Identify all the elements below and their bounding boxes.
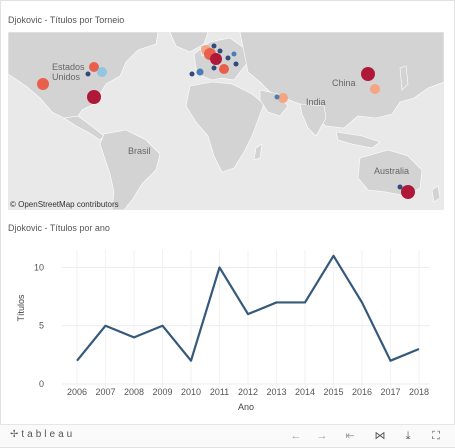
tableau-plus-icon: ✢ xyxy=(10,429,19,440)
marker-brisbane[interactable] xyxy=(397,184,403,190)
marker-toronto[interactable] xyxy=(97,67,107,77)
map-title: Djokovic - Títulos por Torneio xyxy=(8,15,125,25)
marker-european-large[interactable] xyxy=(210,53,222,65)
y-axis-ticks: 0 5 10 xyxy=(34,262,44,389)
x-tick-label: 2016 xyxy=(352,387,372,397)
redo-icon[interactable]: → xyxy=(316,430,328,442)
arabia-landmass xyxy=(259,89,289,117)
marker-europe-small-3[interactable] xyxy=(225,55,231,61)
map-attribution[interactable]: © OpenStreetMap contributors xyxy=(10,200,119,209)
x-tick-label: 2017 xyxy=(380,387,400,397)
x-tick-label: 2014 xyxy=(295,387,315,397)
south-america-landmass xyxy=(99,129,161,210)
x-tick-label: 2009 xyxy=(152,387,172,397)
fullscreen-icon[interactable]: ⛶ xyxy=(432,430,440,442)
download-icon[interactable]: ⤓ xyxy=(405,430,411,442)
map-label-brasil: Brasil xyxy=(128,146,151,156)
y-tick-label: 0 xyxy=(39,379,44,389)
y-axis-label: Títulos xyxy=(16,294,26,322)
y-tick-label: 5 xyxy=(39,321,44,331)
share-icon[interactable]: ⋈ xyxy=(374,430,386,442)
revert-icon[interactable]: ⇤ xyxy=(345,430,355,442)
central-america-landmass xyxy=(63,115,105,141)
new-zealand-landmass xyxy=(431,185,441,203)
map-label-china: China xyxy=(332,78,356,88)
chart-grid xyxy=(62,250,430,388)
x-tick-label: 2018 xyxy=(409,387,429,397)
marker-europe-small-4[interactable] xyxy=(233,61,239,67)
marker-europe-small-1[interactable] xyxy=(211,43,217,49)
x-tick-label: 2008 xyxy=(124,387,144,397)
x-tick-label: 2010 xyxy=(181,387,201,397)
map-canvas: Estados Unidos Brasil India China Austra… xyxy=(8,32,444,210)
x-tick-label: 2012 xyxy=(238,387,258,397)
marker-miami[interactable] xyxy=(87,90,101,104)
x-tick-label: 2006 xyxy=(67,387,87,397)
x-tick-label: 2007 xyxy=(95,387,115,397)
x-axis-ticks: 2006 2007 2008 2009 2010 2011 2012 2013 2014 2015… xyxy=(67,387,429,397)
madagascar-landmass xyxy=(253,143,263,161)
x-tick-label: 2015 xyxy=(323,387,343,397)
marker-melbourne[interactable] xyxy=(401,185,415,199)
map-label-australia: Australia xyxy=(374,166,409,176)
indonesia-landmass xyxy=(335,131,381,149)
world-map[interactable]: Estados Unidos Brasil India China Austra… xyxy=(8,32,444,210)
marker-europe-small-6[interactable] xyxy=(189,71,195,77)
marker-europe-small-2[interactable] xyxy=(217,48,223,54)
undo-icon[interactable]: ← xyxy=(290,430,302,442)
line-chart: 0 5 10 2006 2007 2008 2009 2010 2011 2012 2013 201… xyxy=(0,236,455,421)
series-line-titulos[interactable] xyxy=(76,254,420,362)
marker-europe-small-7[interactable] xyxy=(211,65,217,71)
map-label-india: India xyxy=(306,97,326,107)
tableau-logo[interactable]: ✢ tableau xyxy=(10,429,76,440)
marker-madrid[interactable] xyxy=(196,68,204,76)
x-axis-label: Ano xyxy=(238,402,254,412)
x-tick-label: 2011 xyxy=(210,387,229,397)
map-label-usa-2: Unidos xyxy=(52,72,81,82)
line-chart-title: Djokovic - Títulos por ano xyxy=(8,223,110,233)
tableau-toolbar: ✢ tableau ← → ⇤ ⋈ ⤓ ⛶ xyxy=(0,424,455,447)
y-tick-label: 10 xyxy=(34,262,44,272)
line-chart-canvas: 0 5 10 2006 2007 2008 2009 2010 2011 2012 2013 201… xyxy=(16,250,430,412)
x-tick-label: 2013 xyxy=(266,387,286,397)
marker-rome[interactable] xyxy=(219,64,229,74)
marker-doha[interactable] xyxy=(274,94,280,100)
marker-cincinnati[interactable] xyxy=(89,62,99,72)
marker-europe-small-5[interactable] xyxy=(231,51,237,57)
africa-landmass xyxy=(185,81,265,173)
japan-landmass xyxy=(399,65,409,91)
india-landmass xyxy=(299,103,327,137)
marker-dubai[interactable] xyxy=(278,93,288,103)
asia-landmass xyxy=(239,32,444,129)
greenland-landmass xyxy=(169,32,209,53)
marker-na-small[interactable] xyxy=(85,71,91,77)
map-label-usa: Estados xyxy=(52,62,85,72)
marker-beijing[interactable] xyxy=(361,67,375,81)
marker-indian-wells[interactable] xyxy=(37,78,49,90)
marker-shanghai[interactable] xyxy=(370,84,380,94)
tournament-markers xyxy=(37,43,415,199)
north-america-landmass xyxy=(8,32,159,119)
